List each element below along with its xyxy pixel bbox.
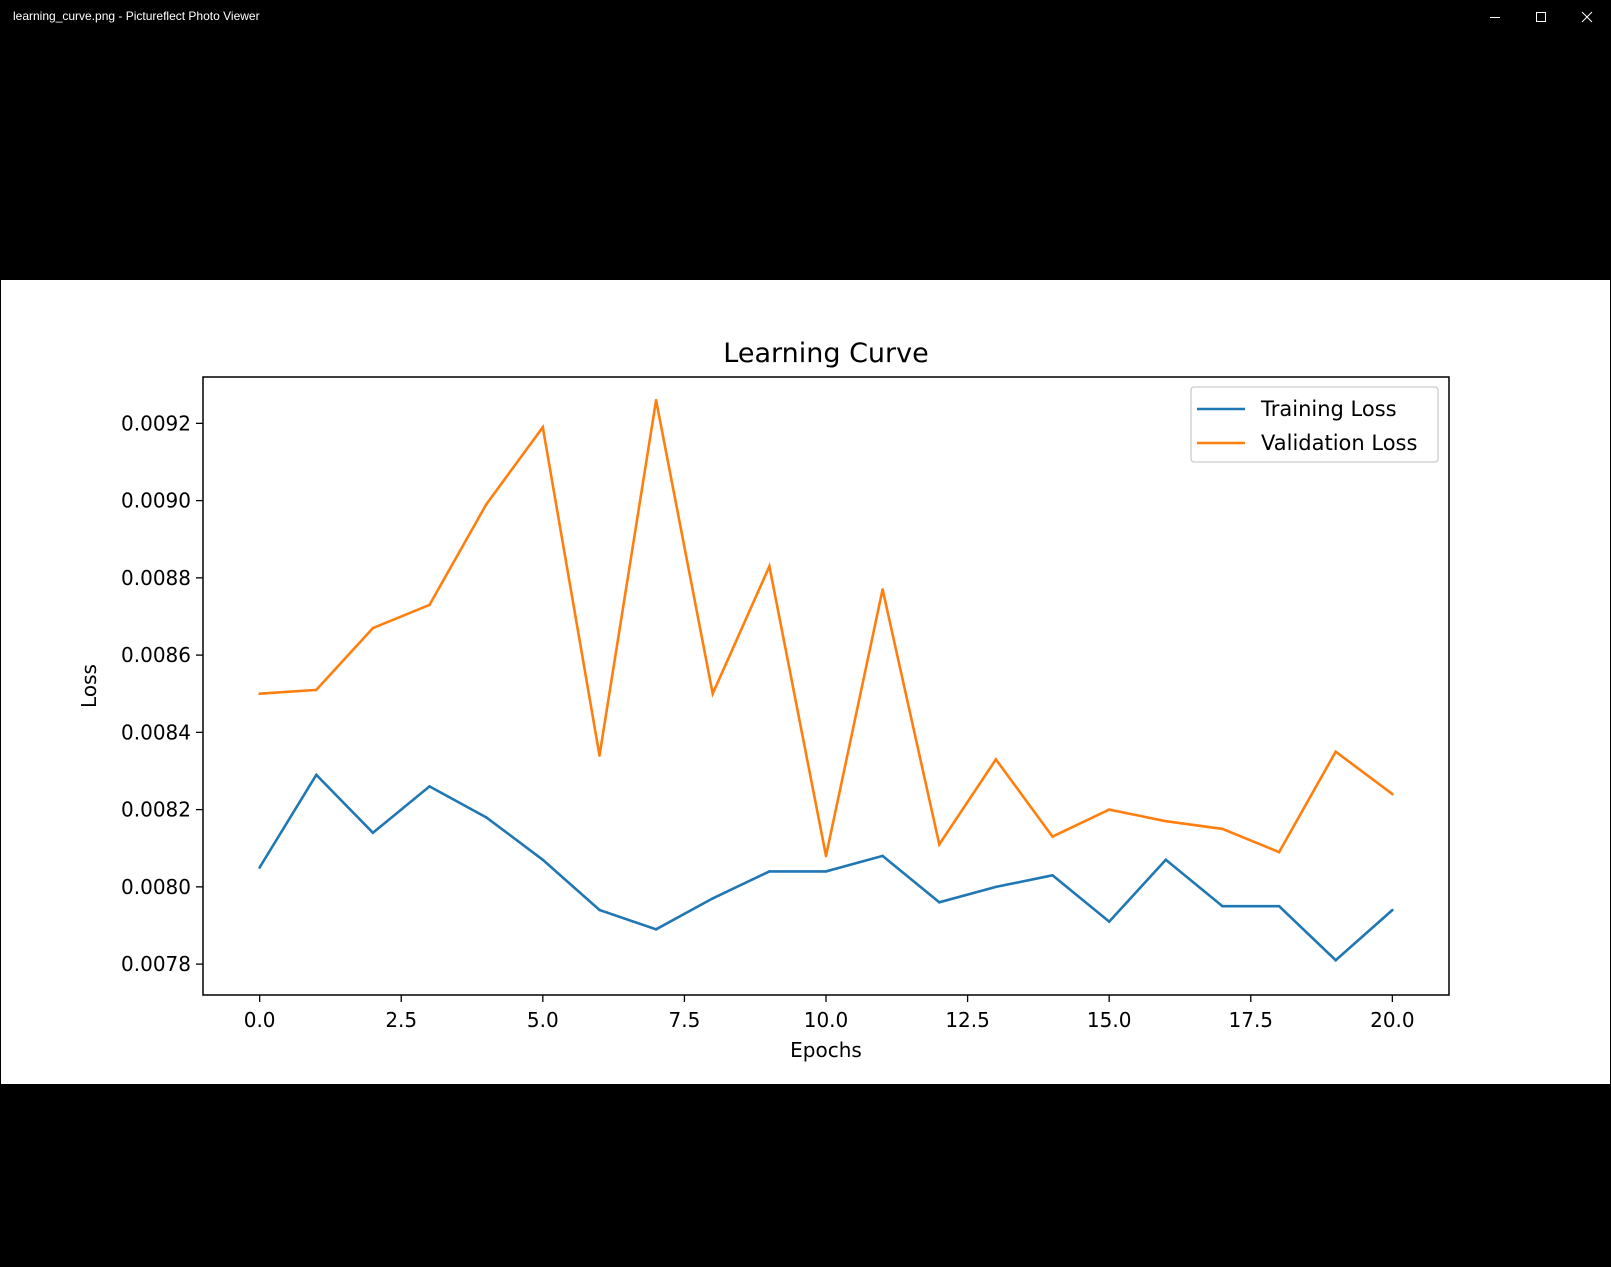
training-loss-point: [1107, 920, 1111, 923]
training-loss-point: [1391, 908, 1394, 912]
maximize-button[interactable]: [1518, 0, 1564, 33]
training-loss-point: [598, 908, 601, 912]
training-loss-point: [1221, 904, 1224, 908]
training-loss-point: [768, 870, 771, 873]
y-tick-label: 0.0084: [121, 720, 191, 744]
chart-title: Learning Curve: [723, 338, 928, 369]
training-loss-point: [937, 901, 941, 904]
validation-loss-point: [824, 854, 828, 858]
validation-loss-point: [1051, 835, 1054, 838]
validation-loss-point: [371, 626, 375, 630]
training-loss-point: [711, 897, 715, 900]
training-loss-point: [484, 816, 488, 819]
validation-loss-point: [598, 754, 601, 757]
training-loss-point: [1051, 873, 1054, 877]
x-tick-label: 0.0: [244, 1008, 276, 1032]
validation-loss-point: [711, 692, 715, 696]
x-tick-label: 15.0: [1087, 1008, 1132, 1032]
y-tick-label: 0.0090: [121, 489, 191, 513]
title-bar: learning_curve.png - Pictureflect Photo …: [0, 0, 1611, 33]
training-loss-point: [314, 773, 318, 777]
validation-loss-point: [1277, 850, 1281, 854]
x-tick-label: 5.0: [527, 1008, 559, 1032]
validation-loss-point: [484, 503, 488, 506]
close-icon: [1581, 11, 1593, 22]
training-loss-line: [258, 772, 1394, 962]
y-axis-label: Loss: [77, 664, 101, 708]
x-tick-label: 7.5: [669, 1008, 701, 1032]
validation-loss-point: [541, 425, 545, 429]
legend-label-validation-loss: Validation Loss: [1261, 431, 1417, 455]
y-tick-label: 0.0082: [121, 798, 191, 822]
validation-loss-point: [1391, 792, 1394, 796]
y-tick-label: 0.0080: [121, 875, 191, 899]
learning-curve-chart: Learning Curve 0.0 2.5 5.0 7.5 10.0 12.5 15.0 17…: [77, 338, 1450, 1062]
x-tick-label: 12.5: [945, 1008, 990, 1032]
y-tick-label: 0.0092: [121, 411, 191, 435]
training-loss-point: [1164, 858, 1168, 862]
close-button[interactable]: [1564, 0, 1610, 33]
validation-loss-point: [881, 588, 884, 591]
training-loss-point: [881, 854, 884, 858]
validation-loss-point: [1107, 808, 1111, 811]
training-loss-point: [371, 831, 375, 835]
x-tick-label: 10.0: [804, 1008, 849, 1032]
validation-loss-point: [258, 692, 261, 696]
image-viewport[interactable]: Learning Curve 0.0 2.5 5.0 7.5 10.0 12.5 15.0 17…: [0, 33, 1611, 1267]
validation-loss-point: [1334, 750, 1338, 753]
training-loss-point: [541, 858, 545, 862]
x-tick-label: 17.5: [1229, 1008, 1274, 1032]
y-tick-label: 0.0078: [121, 952, 191, 976]
training-loss-point: [994, 885, 998, 889]
training-loss-point: [1334, 958, 1338, 962]
validation-loss-point: [314, 688, 318, 692]
window-title: learning_curve.png - Pictureflect Photo …: [13, 9, 260, 23]
x-axis-label: Epochs: [790, 1038, 862, 1062]
maximize-icon: [1536, 11, 1546, 22]
validation-loss-point: [428, 603, 431, 607]
validation-loss-point: [937, 843, 941, 846]
legend-box: [1190, 386, 1439, 463]
validation-loss-point: [994, 758, 998, 761]
training-loss-point: [824, 870, 828, 873]
y-tick-label: 0.0088: [121, 566, 191, 590]
validation-loss-point: [768, 564, 771, 568]
training-loss-point: [428, 785, 431, 788]
plot-frame: [202, 376, 1450, 996]
validation-loss-point: [654, 398, 658, 402]
training-loss-point: [258, 866, 261, 869]
minimize-icon: [1490, 16, 1500, 18]
validation-loss-point: [1221, 827, 1224, 831]
y-tick-label: 0.0086: [121, 643, 191, 667]
x-tick-label: 20.0: [1370, 1008, 1415, 1032]
legend-label-training-loss: Training Loss: [1260, 397, 1397, 421]
training-loss-point: [654, 928, 658, 931]
x-tick-label: 2.5: [385, 1008, 417, 1032]
displayed-image: Learning Curve 0.0 2.5 5.0 7.5 10.0 12.5 15.0 17…: [1, 280, 1610, 1084]
validation-loss-point: [1164, 819, 1168, 823]
training-loss-point: [1277, 904, 1281, 908]
minimize-button[interactable]: [1472, 0, 1518, 33]
